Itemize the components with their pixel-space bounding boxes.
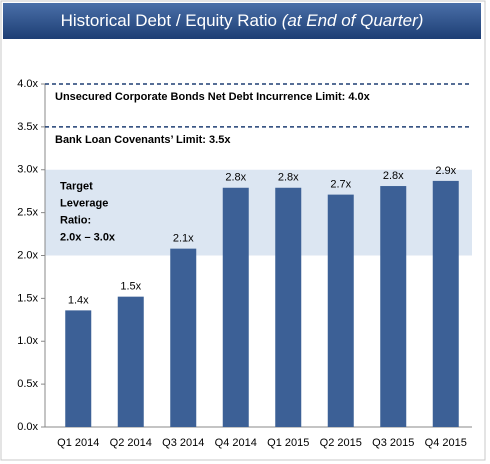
y-tick-label: 3.5x bbox=[17, 121, 38, 133]
x-tick-label: Q1 2015 bbox=[267, 437, 309, 449]
y-tick-label: 1.0x bbox=[17, 335, 38, 347]
subtitle: (at End of Quarter) bbox=[282, 11, 424, 30]
reference-label: Bank Loan Covenants’ Limit: 3.5x bbox=[55, 134, 231, 146]
band-label: 2.0x – 3.0x bbox=[60, 232, 116, 244]
y-tick-label: 1.5x bbox=[17, 292, 38, 304]
value-label: 2.9x bbox=[435, 165, 456, 177]
bar bbox=[117, 296, 144, 427]
y-tick-label: 0.0x bbox=[17, 421, 38, 433]
value-label: 1.4x bbox=[68, 294, 89, 306]
x-tick-label: Q3 2015 bbox=[372, 437, 414, 449]
value-label: 2.1x bbox=[173, 233, 194, 245]
bar bbox=[380, 186, 407, 427]
bar bbox=[275, 187, 302, 427]
y-tick-label: 2.5x bbox=[17, 207, 38, 219]
title: Historical Debt / Equity Ratio bbox=[61, 11, 277, 30]
x-tick-label: Q2 2015 bbox=[320, 437, 362, 449]
chart-title: Historical Debt / Equity Ratio (at End o… bbox=[61, 11, 424, 30]
bar bbox=[170, 248, 197, 427]
y-tick-label: 0.5x bbox=[17, 378, 38, 390]
y-tick-label: 3.0x bbox=[17, 164, 38, 176]
x-tick-label: Q1 2014 bbox=[57, 437, 99, 449]
x-tick-label: Q4 2015 bbox=[425, 437, 467, 449]
x-tick-label: Q4 2014 bbox=[215, 437, 257, 449]
x-tick-label: Q3 2014 bbox=[162, 437, 204, 449]
band-label: Leverage bbox=[60, 198, 108, 210]
band-label: Ratio: bbox=[60, 215, 91, 227]
bar bbox=[222, 187, 249, 427]
y-tick-label: 2.0x bbox=[17, 249, 38, 261]
value-label: 2.8x bbox=[278, 172, 299, 184]
value-label: 2.8x bbox=[225, 172, 246, 184]
bar bbox=[432, 180, 459, 427]
value-label: 1.5x bbox=[120, 281, 141, 293]
x-tick-label: Q2 2014 bbox=[110, 437, 152, 449]
title-bar bbox=[3, 3, 481, 39]
value-label: 2.8x bbox=[383, 170, 404, 182]
value-label: 2.7x bbox=[330, 179, 351, 191]
bar bbox=[65, 310, 92, 427]
y-tick-label: 4.0x bbox=[17, 78, 38, 90]
reference-label: Unsecured Corporate Bonds Net Debt Incur… bbox=[55, 91, 371, 103]
bar bbox=[327, 194, 354, 427]
band-label: Target bbox=[60, 181, 93, 193]
